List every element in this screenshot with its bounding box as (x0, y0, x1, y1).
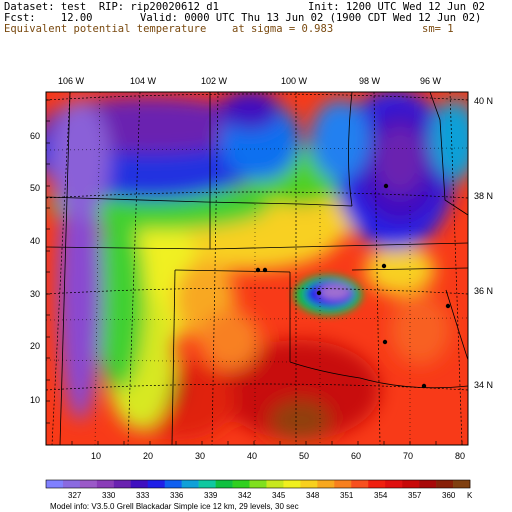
colorbar-swatch (385, 480, 403, 488)
forecast-hour: Fcst: 12.00 (4, 12, 93, 24)
model-info: Model info: V3.5.0 Grell Blackadar Simpl… (50, 502, 299, 511)
valid-time: Valid: 0000 UTC Thu 13 Jun 02 (1900 CDT … (140, 12, 482, 24)
vertical-level: at sigma = 0.983 (232, 23, 334, 35)
grid-x-label: 20 (143, 451, 153, 461)
plot-border (45, 91, 469, 446)
dataset-line: Dataset: test RIP: rip20020612 d1 (4, 1, 219, 13)
colorbar-swatch (266, 480, 284, 488)
colorbar-label: 330 (102, 491, 116, 500)
colorbar-label: 339 (204, 491, 218, 500)
lon-label: 106 W (58, 76, 85, 86)
colorbar-swatch (436, 480, 454, 488)
station-markers (255, 183, 451, 389)
colorbar-unit: K (467, 491, 473, 500)
lon-label: 102 W (201, 76, 228, 86)
lat-label: 36 N (474, 286, 493, 296)
colorbar-label: 357 (408, 491, 422, 500)
colorbar-swatch (283, 480, 301, 488)
colorbar-swatch (453, 480, 471, 488)
lat-label: 40 N (474, 96, 493, 106)
colorbar-label: 327 (68, 491, 82, 500)
colorbar-swatch (198, 480, 216, 488)
colorbar (45, 479, 471, 489)
colorbar-swatch (317, 480, 335, 488)
colorbar-swatch (79, 480, 98, 488)
colorbar-label: 336 (170, 491, 184, 500)
colorbar-label: 345 (272, 491, 286, 500)
county-lines (46, 92, 468, 445)
colorbar-label: 348 (306, 491, 320, 500)
colorbar-swatch (147, 480, 166, 488)
colorbar-swatch (402, 480, 420, 488)
colorbar-swatch (419, 480, 437, 488)
state-boundaries (46, 92, 468, 445)
colorbar-label: 342 (238, 491, 252, 500)
grid-x-label: 50 (299, 451, 309, 461)
colorbar-swatch (113, 480, 132, 488)
grid-y-label: 30 (30, 289, 40, 299)
axis-ticks (46, 99, 463, 445)
colorbar-label: 333 (136, 491, 150, 500)
grid-x-label: 60 (351, 451, 361, 461)
colorbar-label: 351 (340, 491, 354, 500)
colorbar-swatch (215, 480, 233, 488)
init-time: Init: 1200 UTC Wed 12 Jun 02 (308, 1, 486, 13)
lat-label: 38 N (474, 191, 493, 201)
colorbar-swatch (164, 480, 182, 488)
colorbar-swatch (351, 480, 369, 488)
colorbar-swatch (130, 480, 149, 488)
grid-x-label: 30 (195, 451, 205, 461)
grid-y-label: 10 (30, 395, 40, 405)
colorbar-label: 360 (442, 491, 456, 500)
lon-label: 104 W (130, 76, 157, 86)
colorbar-swatch (46, 480, 64, 488)
lon-label: 96 W (420, 76, 442, 86)
smoothing: sm= 1 (422, 23, 454, 35)
grid-y-label: 60 (30, 131, 40, 141)
colorbar-swatch (62, 480, 81, 488)
theta-e-field (46, 92, 468, 445)
field-name: Equivalent potential temperature (4, 23, 207, 35)
lon-label: 98 W (359, 76, 381, 86)
grid-x-label: 80 (455, 451, 465, 461)
colorbar-swatch (249, 480, 267, 488)
grid-y-label: 20 (30, 341, 40, 351)
grid-x-label: 10 (91, 451, 101, 461)
lat-label: 34 N (474, 380, 493, 390)
grid-y-label: 40 (30, 236, 40, 246)
colorbar-swatch (300, 480, 318, 488)
colorbar-swatch (181, 480, 199, 488)
lon-label: 100 W (281, 76, 308, 86)
colorbar-swatch (232, 480, 250, 488)
colorbar-swatch (334, 480, 352, 488)
colorbar-label: 354 (374, 491, 388, 500)
colorbar-swatch (96, 480, 115, 488)
colorbar-swatch (368, 480, 386, 488)
colorbar-border (45, 479, 471, 489)
grid-y-label: 50 (30, 183, 40, 193)
grid-x-label: 40 (247, 451, 257, 461)
grid-x-label: 70 (403, 451, 413, 461)
